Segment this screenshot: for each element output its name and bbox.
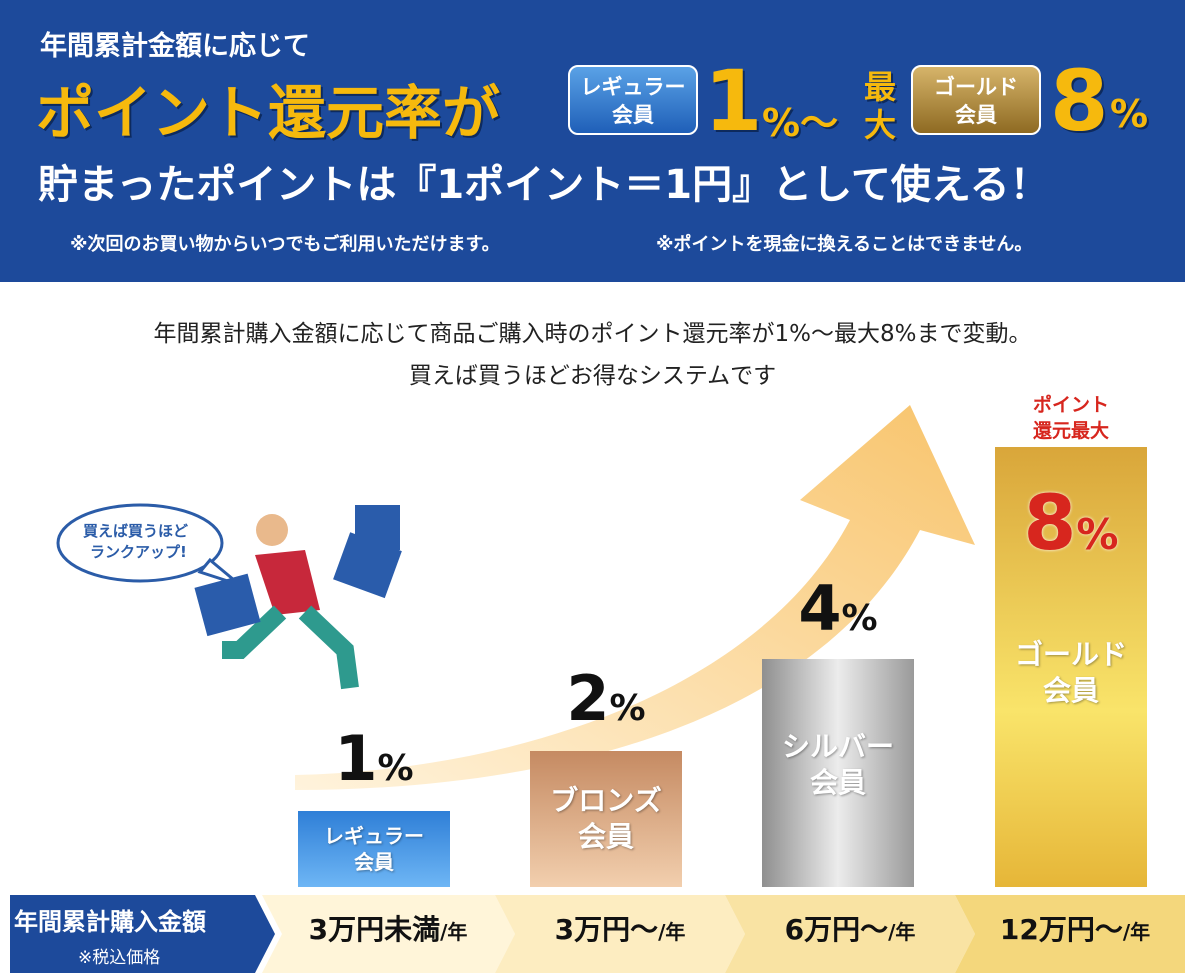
per-year: /年 [888, 920, 916, 944]
amount-box [725, 895, 975, 973]
lead: 年間累計金額に応じて [40, 31, 310, 62]
max-unit: % [1110, 92, 1149, 136]
tier-bar: シルバー 会員 [762, 659, 914, 887]
per-year: /年 [658, 920, 686, 944]
rate-value: 2 [566, 662, 610, 735]
amount: 12万円〜/年 [965, 908, 1185, 948]
tier-rate: 1% [298, 722, 450, 795]
amount-box [262, 895, 515, 973]
amount-box [495, 895, 745, 973]
bubble-text: ランクアップ! [90, 543, 187, 561]
tier-name: 会員 [1042, 674, 1099, 707]
per-year: /年 [1122, 920, 1151, 944]
usage: 貯まったポイントは『1ポイント＝1円』として使える！ [38, 162, 1050, 208]
amount: 6万円〜/年 [740, 908, 960, 948]
footer-label: 年間累計購入金額 [14, 908, 206, 936]
max-label: 最 [864, 68, 897, 106]
amount-text: 3万円〜 [554, 913, 659, 946]
intro: 買えば買うほどお得なシステムです [408, 363, 777, 389]
tier-bar: ブロンズ 会員 [530, 751, 682, 887]
tier-name: シルバー [781, 730, 894, 763]
rate-unit: % [609, 688, 646, 729]
tier-bar: ゴールド 会員 [995, 447, 1147, 887]
amount-box [955, 895, 1185, 973]
figure-legs [222, 605, 359, 690]
amount: 3万円未満/年 [278, 908, 498, 948]
tier-name: レギュラー [324, 824, 424, 848]
header-banner [0, 0, 1185, 282]
tier-name: 会員 [354, 850, 394, 874]
bubble-text: 買えば買うほど [83, 522, 189, 540]
max-rate: 8 [1050, 52, 1109, 150]
speech-bubble [56, 503, 224, 583]
regular-badge: レギュラー 会員 [568, 65, 698, 135]
per-year: /年 [440, 920, 468, 944]
growth-arrow [295, 405, 975, 790]
amount-text: 12万円〜 [999, 913, 1123, 946]
tier-rate: 8% [995, 478, 1147, 567]
shopping-bag [355, 505, 400, 550]
shopping-bag [194, 573, 261, 637]
badge-text: レギュラー [580, 75, 686, 99]
headline: ポイント還元率が [36, 79, 501, 147]
tier-tag: ポイント [1032, 394, 1109, 416]
tier-name: 会員 [809, 766, 866, 799]
tier-name: 会員 [577, 820, 634, 853]
tier-tag: 還元最大 [1032, 420, 1109, 442]
rate-unit: % [377, 748, 414, 789]
amount-text: 6万円〜 [784, 913, 889, 946]
min-rate: 1 [704, 52, 763, 150]
max-label: 大 [864, 106, 897, 144]
badge-text: 会員 [955, 103, 997, 127]
rate-unit: % [841, 598, 878, 639]
gold-badge: ゴールド 会員 [911, 65, 1041, 135]
tier-bar: レギュラー 会員 [298, 811, 450, 887]
tier-name: ブロンズ [550, 784, 662, 817]
rate-value: 1 [334, 722, 378, 795]
rate-unit: % [1076, 510, 1119, 559]
figure-head [256, 514, 288, 546]
rate-value: 8 [1023, 478, 1077, 567]
note: ※ポイントを現金に換えることはできません。 [656, 234, 1033, 255]
amount: 3万円〜/年 [510, 908, 730, 948]
note: ※次回のお買い物からいつでもご利用いただけます。 [70, 234, 500, 255]
amount-text: 3万円未満 [308, 913, 441, 946]
rate-value: 4 [798, 572, 842, 645]
tier-rate: 4% [762, 572, 914, 645]
intro: 年間累計購入金額に応じて商品ご購入時のポイント還元率が1%〜最大8%まで変動。 [153, 321, 1032, 347]
badge-text: ゴールド [934, 75, 1018, 99]
footer-label-box [10, 895, 275, 973]
footer-sub: ※税込価格 [78, 948, 161, 968]
tier-rate: 2% [530, 662, 682, 735]
badge-text: 会員 [612, 103, 654, 127]
min-unit: %〜 [762, 101, 839, 145]
figure-body [255, 550, 320, 615]
tier-name: ゴールド [1014, 638, 1127, 671]
